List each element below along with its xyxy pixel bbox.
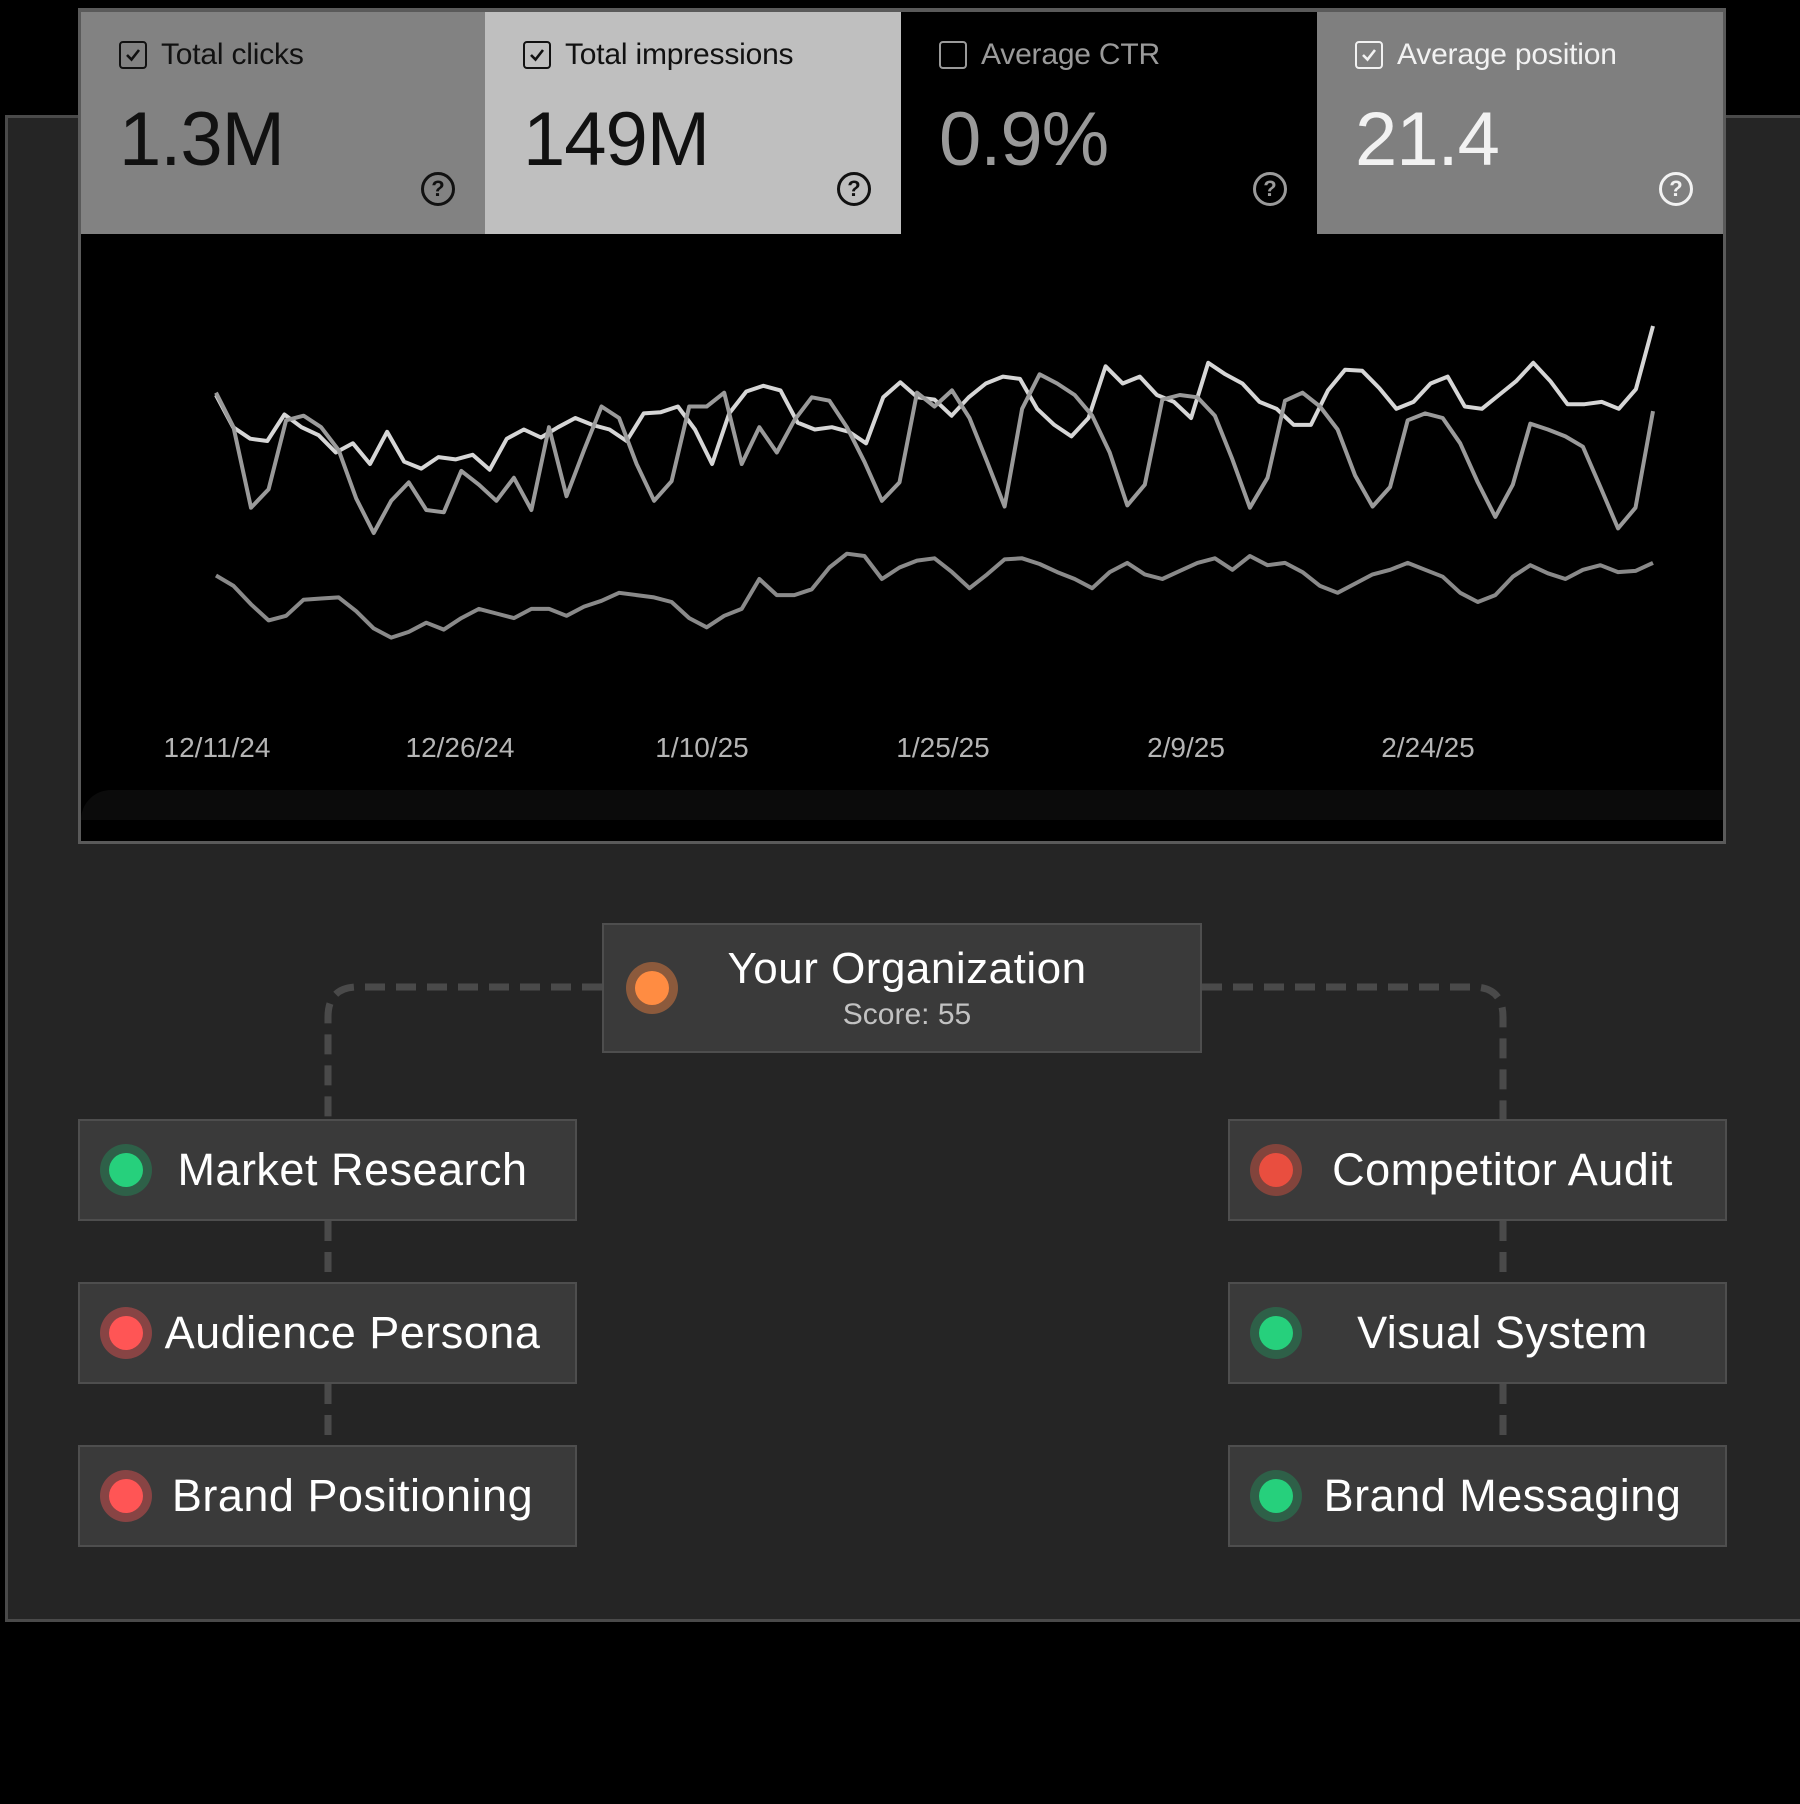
x-axis-labels: 12/11/24 12/26/24 1/10/25 1/25/25 2/9/25 2/24… [81,732,1723,772]
x-tick-label: 12/11/24 [163,732,271,763]
node-title: Brand Positioning [171,1470,534,1521]
help-icon[interactable]: ? [837,172,871,206]
metric-tab-total-clicks[interactable]: Total clicks 1.3M ? [81,12,485,234]
performance-panel: Total clicks 1.3M ? Total impressions 14… [78,8,1726,844]
help-icon[interactable]: ? [1659,172,1693,206]
status-dot-icon [100,1470,152,1522]
org-node-competitor-audit[interactable]: Competitor Audit [1228,1119,1727,1221]
metric-tab-total-impressions[interactable]: Total impressions 149M ? [485,12,901,234]
status-dot-icon [100,1307,152,1359]
x-tick-label: 12/26/24 [405,732,515,763]
x-tick-label: 2/9/25 [1147,732,1225,763]
x-tick-label: 2/24/25 [1381,732,1475,763]
metric-value: 0.9% [939,97,1109,182]
checkbox-unchecked-icon[interactable] [939,41,967,69]
help-icon[interactable]: ? [421,172,455,206]
metric-tabs: Total clicks 1.3M ? Total impressions 14… [81,12,1723,234]
metric-label: Total impressions [565,38,794,71]
node-title: Audience Persona [164,1307,541,1358]
node-title: Brand Messaging [1323,1470,1682,1521]
chart-footer [81,790,1723,820]
x-tick-label: 1/10/25 [655,732,749,763]
checkbox-checked-icon[interactable] [1355,41,1383,69]
org-node-root[interactable]: Your Organization Score: 55 [602,923,1202,1053]
metric-tab-average-ctr[interactable]: Average CTR 0.9% ? [901,12,1317,234]
node-title: Market Research [177,1144,528,1195]
chart-plot [214,325,1655,640]
metric-value: 21.4 [1355,97,1500,182]
status-dot-icon [1250,1307,1302,1359]
series-line [214,325,1655,472]
node-title: Your Organization [727,944,1087,993]
x-tick-label: 1/25/25 [896,732,990,763]
node-title: Visual System [1357,1307,1648,1358]
org-node-visual-system[interactable]: Visual System [1228,1282,1727,1384]
node-score: Score: 55 [842,998,972,1031]
status-dot-icon [1250,1144,1302,1196]
node-title: Competitor Audit [1332,1144,1673,1195]
help-icon[interactable]: ? [1253,172,1287,206]
metric-value: 149M [523,97,710,182]
line-chart[interactable]: 12/11/24 12/26/24 1/10/25 1/25/25 2/9/25 2/24… [81,234,1723,820]
status-dot-icon [626,962,678,1014]
org-node-brand-messaging[interactable]: Brand Messaging [1228,1445,1727,1547]
org-node-brand-positioning[interactable]: Brand Positioning [78,1445,577,1547]
metric-value: 1.3M [119,97,285,182]
status-dot-icon [1250,1470,1302,1522]
metric-label: Average position [1397,38,1617,71]
series-line [214,551,1654,640]
status-dot-icon [100,1144,152,1196]
checkbox-checked-icon[interactable] [523,41,551,69]
metric-label: Total clicks [161,38,304,71]
metric-label: Average CTR [981,38,1160,71]
metric-tab-average-position[interactable]: Average position 21.4 ? [1317,12,1723,234]
org-node-audience-persona[interactable]: Audience Persona [78,1282,577,1384]
series-line [214,372,1655,535]
checkbox-checked-icon[interactable] [119,41,147,69]
org-node-market-research[interactable]: Market Research [78,1119,577,1221]
